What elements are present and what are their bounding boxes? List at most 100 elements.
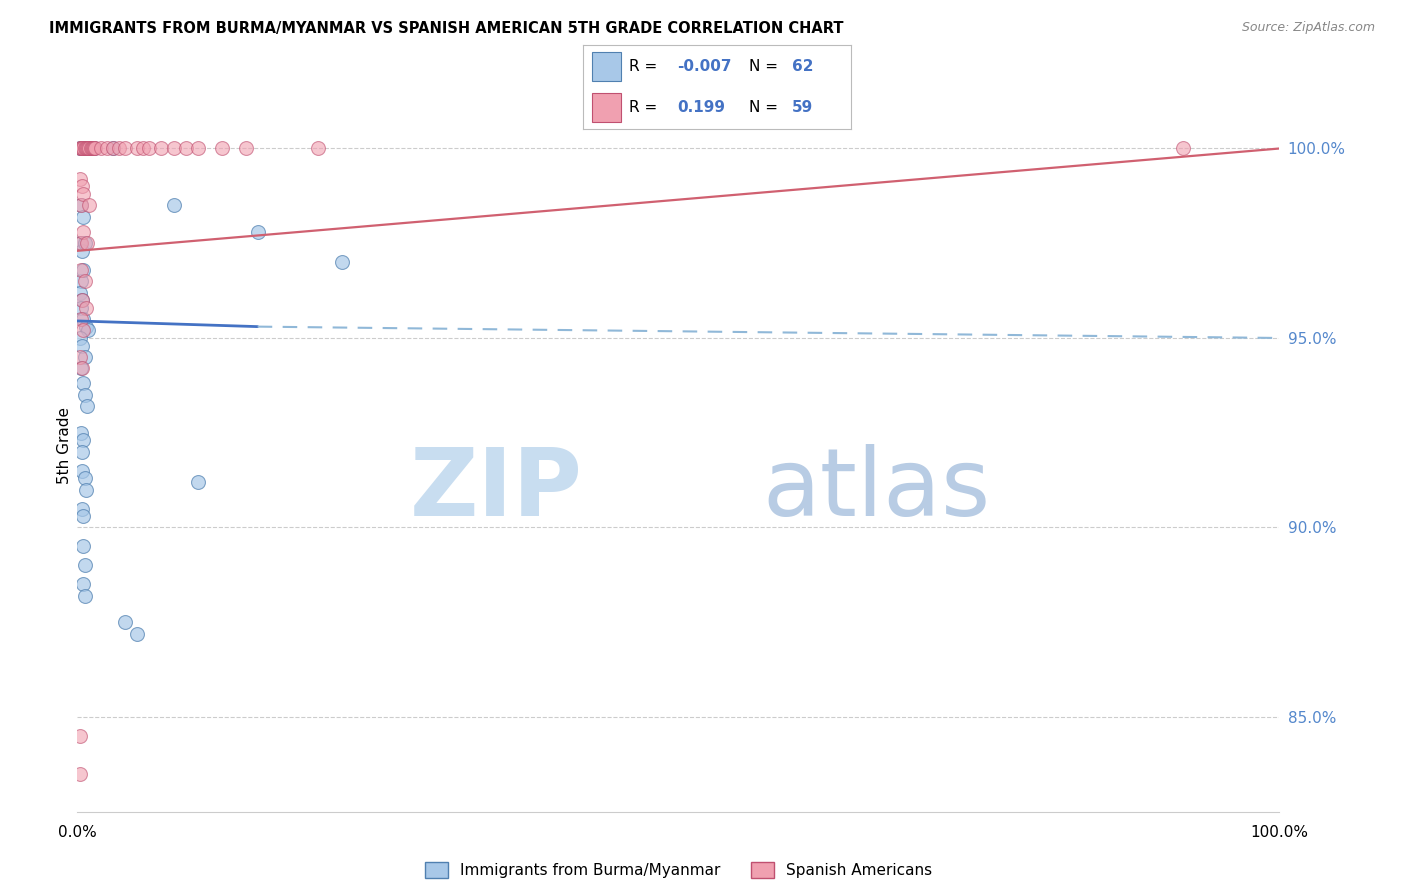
Point (72, 577, 94, 591)
Point (72, 141, 94, 155)
Point (70, 301, 93, 315)
Point (69, 350, 91, 364)
Legend: Immigrants from Burma/Myanmar, Spanish Americans: Immigrants from Burma/Myanmar, Spanish A… (419, 856, 938, 885)
Point (187, 141, 209, 155)
Point (72, 323, 94, 337)
Point (75, 483, 97, 497)
Text: N =: N = (749, 100, 783, 115)
Point (82, 141, 104, 155)
Point (108, 141, 131, 155)
Point (75, 141, 97, 155)
Point (73, 274, 96, 288)
Point (76, 141, 98, 155)
Point (70, 361, 93, 376)
Point (307, 141, 329, 155)
Point (162, 198, 184, 212)
Point (70, 274, 93, 288)
Text: IMMIGRANTS FROM BURMA/MYANMAR VS SPANISH AMERICAN 5TH GRADE CORRELATION CHART: IMMIGRANTS FROM BURMA/MYANMAR VS SPANISH… (49, 21, 844, 37)
Point (103, 141, 125, 155)
Point (82, 141, 104, 155)
Point (79, 141, 101, 155)
Point (72, 376, 94, 391)
Point (83, 141, 105, 155)
Point (72, 186, 94, 201)
Point (103, 141, 125, 155)
Point (330, 255, 353, 269)
Point (72, 509, 94, 524)
Point (72, 225, 94, 239)
Point (70, 312, 93, 326)
Point (70, 425, 93, 440)
Point (187, 475, 209, 489)
Point (79, 141, 101, 155)
Point (75, 141, 97, 155)
Point (72, 540, 94, 554)
Y-axis label: 5th Grade: 5th Grade (56, 408, 72, 484)
Point (70, 501, 93, 516)
Point (79, 141, 101, 155)
Point (73, 388, 96, 402)
Point (70, 293, 93, 307)
Point (70, 141, 93, 155)
Point (235, 141, 257, 155)
Point (77, 141, 100, 155)
Point (174, 141, 197, 155)
Point (75, 301, 97, 315)
Text: -0.007: -0.007 (678, 59, 731, 74)
Point (69, 141, 91, 155)
Point (69, 141, 91, 155)
Point (127, 626, 149, 640)
Point (138, 141, 160, 155)
Point (150, 141, 173, 155)
Point (80, 141, 103, 155)
Point (96, 141, 118, 155)
Point (73, 558, 96, 573)
Point (80, 141, 103, 155)
Point (73, 350, 96, 364)
Point (79, 141, 101, 155)
Text: R =: R = (628, 100, 662, 115)
Point (76, 141, 98, 155)
Point (72, 312, 94, 326)
Text: R =: R = (628, 59, 662, 74)
Point (70, 361, 93, 376)
Text: Source: ZipAtlas.com: Source: ZipAtlas.com (1241, 21, 1375, 35)
Point (70, 198, 93, 212)
Point (70, 293, 93, 307)
Point (70, 444, 93, 458)
Point (70, 262, 93, 277)
Text: atlas: atlas (762, 444, 991, 536)
Point (70, 179, 93, 194)
Text: N =: N = (749, 59, 783, 74)
Point (70, 141, 93, 155)
Point (77, 141, 100, 155)
Point (75, 319, 97, 334)
Point (73, 141, 96, 155)
Point (69, 331, 91, 345)
Point (114, 615, 136, 630)
Point (70, 141, 93, 155)
Point (127, 141, 149, 155)
Point (79, 198, 101, 212)
Point (70, 338, 93, 352)
Point (72, 434, 94, 448)
Text: 62: 62 (792, 59, 813, 74)
Point (83, 141, 105, 155)
Point (70, 236, 93, 251)
Bar (592, 93, 621, 121)
Point (72, 210, 94, 224)
Point (69, 236, 91, 251)
Point (114, 141, 136, 155)
Point (84, 141, 107, 155)
Text: ZIP: ZIP (409, 444, 582, 536)
Point (211, 141, 233, 155)
Point (73, 141, 96, 155)
Point (72, 141, 94, 155)
Point (70, 244, 93, 258)
Point (73, 236, 96, 251)
Point (70, 464, 93, 478)
Point (1173, 141, 1195, 155)
Point (73, 589, 96, 603)
Point (69, 729, 91, 743)
Point (69, 171, 91, 186)
